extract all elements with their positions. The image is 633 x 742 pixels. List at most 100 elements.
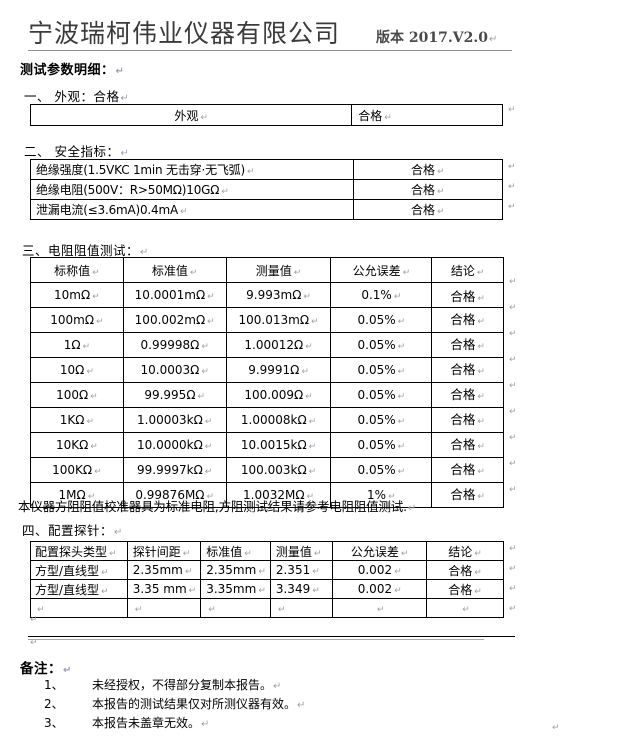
pilcrow-mark: ↵ bbox=[509, 564, 517, 574]
pilcrow-mark: ↵ bbox=[477, 367, 485, 377]
row-end-marks: ↵ ↵ ↵ bbox=[508, 163, 522, 212]
pilcrow-mark: ↵ bbox=[397, 467, 406, 477]
table-row: 绝缘强度(1.5VKC 1min 无击穿·无飞弧) ↵ 合格 ↵ bbox=[30, 159, 504, 180]
footer-divider bbox=[28, 636, 515, 637]
section-heading-safety: 二、 安全指标：↵ bbox=[24, 144, 130, 159]
measured-cell: 100.009Ω ↵ bbox=[225, 382, 332, 408]
pilcrow-mark: ↵ bbox=[509, 355, 517, 365]
pilcrow-mark: ↵ bbox=[201, 719, 210, 730]
measured-cell: 1.0032MΩ ↵ bbox=[225, 482, 332, 508]
pilcrow-mark: ↵ bbox=[477, 317, 485, 327]
paragraph-mark: ↵ bbox=[30, 616, 44, 625]
pilcrow-mark: ↵ bbox=[509, 604, 517, 614]
list-item-text: 本报告的测试结果仅对所测仪器有效。↵ bbox=[92, 697, 306, 711]
pilcrow-mark: ↵ bbox=[258, 586, 266, 596]
measured-cell: 2.351 ↵ bbox=[269, 560, 334, 580]
pilcrow-mark: ↵ bbox=[509, 277, 517, 287]
table-row: 方型/直线型 ↵ 2.35mm ↵ 2.35mm ↵ 2.351 ↵ 0.002 ↵ 合格 ↵ bbox=[30, 560, 505, 580]
conclusion-cell: 合格 ↵ bbox=[431, 307, 504, 333]
pilcrow-mark: ↵ bbox=[92, 292, 100, 302]
section-heading-probe: 四、配置探针：↵ bbox=[22, 523, 123, 538]
pilcrow-mark: ↵ bbox=[207, 292, 215, 302]
appearance-result-cell: 合格 ↵ bbox=[351, 104, 503, 126]
pilcrow-mark: ↵ bbox=[437, 167, 445, 177]
nominal-cell: 100KΩ ↵ bbox=[30, 457, 124, 483]
pilcrow-mark: ↵ bbox=[509, 381, 517, 391]
pilcrow-mark: ↵ bbox=[509, 329, 517, 339]
conclusion-cell: 合格 ↵ bbox=[431, 432, 504, 458]
pilcrow-mark: ↵ bbox=[488, 34, 498, 45]
pilcrow-mark: ↵ bbox=[134, 605, 143, 615]
section-heading-resistance: 三、电阻阻值测试：↵ bbox=[22, 243, 149, 258]
pilcrow-mark: ↵ bbox=[509, 303, 517, 313]
column-header-standard: 标准值 ↵ bbox=[200, 541, 271, 561]
standard-cell: 10.0000kΩ ↵ bbox=[122, 432, 227, 458]
pilcrow-mark: ↵ bbox=[200, 112, 208, 123]
probe-type-cell: 方型/直线型 ↵ bbox=[30, 560, 128, 580]
nominal-cell: 1MΩ ↵ bbox=[30, 482, 124, 508]
pilcrow-mark: ↵ bbox=[394, 567, 402, 577]
measured-cell: 3.349 ↵ bbox=[269, 579, 334, 599]
appearance-table: 外观 ↵ 合格 ↵ bbox=[29, 104, 503, 126]
tolerance-cell: 0.05% ↵ bbox=[330, 457, 433, 483]
column-header-tolerance: 公允误差 ↵ bbox=[332, 541, 427, 561]
pilcrow-mark: ↵ bbox=[120, 148, 130, 159]
pilcrow-mark: ↵ bbox=[397, 367, 406, 377]
pilcrow-mark: ↵ bbox=[397, 442, 406, 452]
pilcrow-mark: ↵ bbox=[508, 162, 516, 172]
list-item: 2、 本报告的测试结果仅对所测仪器有效。↵ bbox=[44, 695, 305, 714]
tolerance-cell: ↵ bbox=[332, 598, 427, 618]
pilcrow-mark: ↵ bbox=[462, 605, 470, 615]
pilcrow-mark: ↵ bbox=[221, 187, 229, 197]
safety-table: 绝缘强度(1.5VKC 1min 无击穿·无飞弧) ↵ 合格 ↵ 绝缘电阻(500V… bbox=[30, 159, 504, 220]
pilcrow-mark: ↵ bbox=[273, 681, 282, 692]
table-row: 100Ω ↵ 99.995Ω ↵ 100.009Ω ↵ 0.05% ↵ 合格 ↵ bbox=[30, 382, 504, 408]
table-row: 外观 ↵ 合格 ↵ bbox=[29, 104, 503, 126]
pilcrow-mark: ↵ bbox=[477, 467, 485, 477]
measured-cell: 1.00012Ω ↵ bbox=[225, 332, 332, 358]
pilcrow-mark: ↵ bbox=[384, 112, 392, 123]
tolerance-cell: 1% ↵ bbox=[330, 482, 433, 508]
probe-table: 配置探头类型 ↵ 探针间距 ↵ 标准值 ↵ 测量值 ↵ 公允误差 ↵ 结论 ↵ 方型/直线型… bbox=[30, 541, 505, 618]
measured-cell: ↵ bbox=[269, 598, 334, 618]
standard-cell: 3.35mm ↵ bbox=[200, 579, 271, 599]
pilcrow-mark: ↵ bbox=[208, 605, 216, 615]
pilcrow-mark: ↵ bbox=[397, 417, 406, 427]
nominal-cell: 1Ω ↵ bbox=[30, 332, 124, 358]
conclusion-cell: 合格 ↵ bbox=[431, 357, 504, 383]
pilcrow-mark: ↵ bbox=[552, 723, 560, 733]
pilcrow-mark: ↵ bbox=[306, 492, 315, 502]
pilcrow-mark: ↵ bbox=[244, 548, 252, 559]
list-item: 3、 本报告未盖章无效。↵ bbox=[44, 714, 305, 733]
column-header-measured: 测量值 ↵ bbox=[269, 541, 334, 561]
tolerance-cell: 0.05% ↵ bbox=[330, 357, 433, 383]
document-header: 宁波瑞柯伟业仪器有限公司 版本 2017.V2.0↵ bbox=[28, 14, 548, 50]
measured-cell: 100.003kΩ ↵ bbox=[225, 457, 332, 483]
pilcrow-mark: ↵ bbox=[509, 407, 517, 417]
pilcrow-mark: ↵ bbox=[312, 586, 320, 596]
header-divider bbox=[28, 50, 512, 51]
footer-divider-shadow bbox=[28, 639, 484, 640]
tolerance-cell: 0.05% ↵ bbox=[330, 382, 433, 408]
standard-cell: 100.002mΩ ↵ bbox=[122, 307, 227, 333]
pilcrow-mark: ↵ bbox=[509, 584, 517, 594]
standard-cell: 0.99876MΩ ↵ bbox=[122, 482, 227, 508]
pilcrow-mark: ↵ bbox=[197, 392, 206, 402]
standard-cell: 99.9997kΩ ↵ bbox=[122, 457, 227, 483]
measured-cell: 9.9991Ω ↵ bbox=[225, 357, 332, 383]
pilcrow-mark: ↵ bbox=[101, 586, 109, 597]
pilcrow-mark: ↵ bbox=[258, 567, 266, 577]
pilcrow-mark: ↵ bbox=[474, 548, 482, 559]
table-row: 100mΩ ↵ 100.002mΩ ↵ 100.013mΩ ↵ 0.05% ↵ 合格 ↵ bbox=[30, 307, 504, 333]
row-end-marks: ↵ bbox=[508, 106, 522, 115]
conclusion-cell: 合格 ↵ bbox=[431, 457, 504, 483]
pilcrow-mark: ↵ bbox=[397, 392, 406, 402]
table-row: 100KΩ ↵ 99.9997kΩ ↵ 100.003kΩ ↵ 0.05% ↵ 合格 ↵ bbox=[30, 457, 504, 483]
table-row: 1Ω ↵ 0.99998Ω ↵ 1.00012Ω ↵ 0.05% ↵ 合格 ↵ bbox=[30, 332, 504, 358]
column-header-conclusion: 结论 ↵ bbox=[425, 541, 505, 561]
pilcrow-mark: ↵ bbox=[204, 467, 213, 477]
nominal-cell: 100Ω ↵ bbox=[30, 382, 124, 408]
list-item-number: 1、 bbox=[44, 678, 64, 692]
probe-pitch-cell: 2.35mm ↵ bbox=[126, 560, 202, 580]
pilcrow-mark: ↵ bbox=[477, 342, 485, 352]
